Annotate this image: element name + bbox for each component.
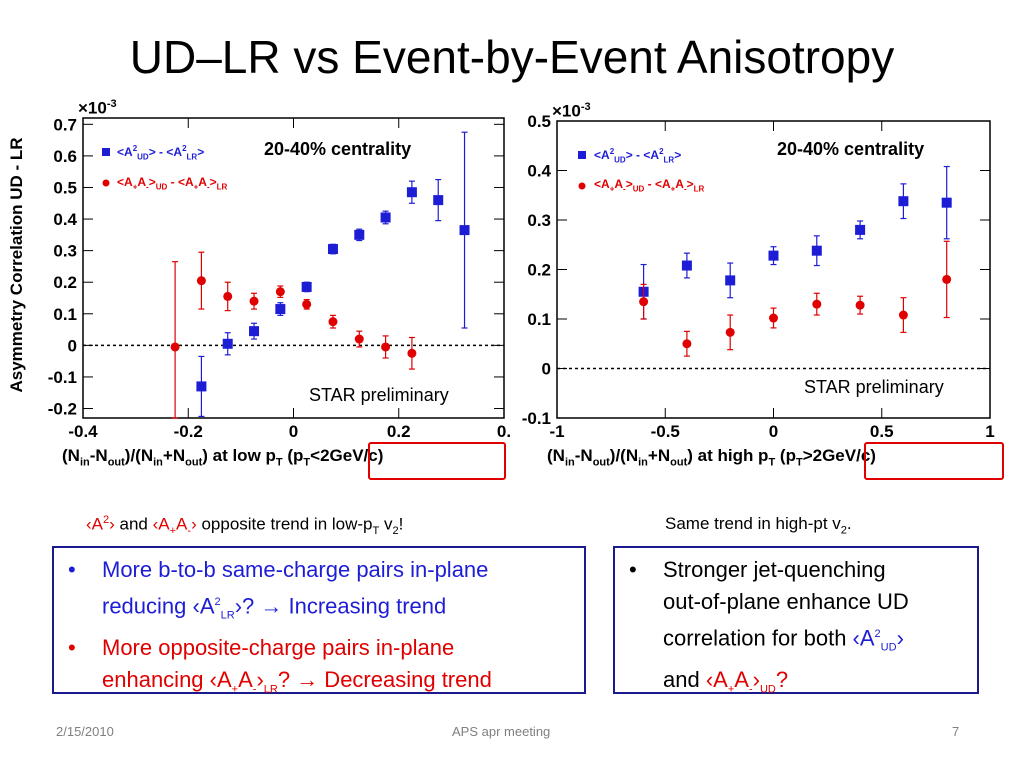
data-point-square xyxy=(941,197,952,208)
data-point-circle xyxy=(407,348,417,358)
data-point-square xyxy=(406,187,417,198)
data-point-square xyxy=(222,338,233,349)
note-left: ‹A2› and ‹A+A-› opposite trend in low-pT… xyxy=(86,514,404,538)
data-point-square xyxy=(725,275,736,286)
slide-title: UD–LR vs Event-by-Event Anisotropy xyxy=(129,31,895,83)
legend-red-right: <A+A->UD - <A+A->LR xyxy=(594,177,705,194)
bullet-item-1: • More b-to-b same-charge pairs in-plane… xyxy=(68,557,489,622)
data-point-circle xyxy=(170,342,180,352)
bullet-item-3: • Stronger jet-quenching out-of-plane en… xyxy=(629,557,909,696)
data-point-circle xyxy=(769,313,778,323)
note-right: Same trend in high-pt v2. xyxy=(665,514,852,537)
y-tick-label: -0.1 xyxy=(48,368,77,387)
data-point-circle xyxy=(381,342,391,352)
legend-blue-left: <A2UD> - <A2LR> xyxy=(117,144,205,162)
data-point-square xyxy=(196,381,207,392)
y-tick-label: 0.3 xyxy=(53,242,77,261)
y-tick-label: 0.2 xyxy=(527,261,551,280)
data-point-square xyxy=(768,250,779,261)
x-tick-label: 0 xyxy=(769,422,778,441)
y-axis-label: Asymmetry Correlation UD - LR xyxy=(7,137,26,393)
x-tick-label: 0 xyxy=(289,422,298,441)
y-tick-label: 0.5 xyxy=(527,112,551,131)
y-multiplier-right: ×10-3 xyxy=(552,101,591,121)
data-point-circle xyxy=(328,317,338,327)
data-point-square xyxy=(898,196,909,207)
data-point-square xyxy=(301,281,312,292)
x-caption-right: (Nin-Nout)/(Nin+Nout) at high pT (pT>2Ge… xyxy=(547,446,876,469)
legend-marker-circle xyxy=(578,182,586,190)
x-tick-label: 1 xyxy=(985,422,994,441)
data-point-circle xyxy=(812,299,822,309)
data-point-square xyxy=(681,260,692,271)
y-multiplier-left: ×10-3 xyxy=(78,98,117,118)
data-point-circle xyxy=(196,276,206,286)
legend-marker-circle xyxy=(102,179,110,187)
star-preliminary-right: STAR preliminary xyxy=(804,377,944,397)
data-point-circle xyxy=(223,291,233,301)
y-tick-label: 0.1 xyxy=(53,305,77,324)
data-point-circle xyxy=(898,310,908,320)
legend-marker-square xyxy=(578,151,586,159)
high-pt-highlight-box xyxy=(864,442,1004,480)
centrality-label-right: 20-40% centrality xyxy=(777,139,925,159)
data-point-circle xyxy=(302,299,312,309)
legend-red-left: <A+A->UD - <A+A->LR xyxy=(117,175,228,192)
x-tick-label: -0.2 xyxy=(174,422,203,441)
y-tick-label: 0.2 xyxy=(53,273,77,292)
x-tick-label: -0.4 xyxy=(68,422,98,441)
star-preliminary-left: STAR preliminary xyxy=(309,385,449,405)
data-point-circle xyxy=(942,274,952,284)
data-point-circle xyxy=(682,339,692,349)
y-tick-label: 0.6 xyxy=(53,147,77,166)
explanation-box-left: • More b-to-b same-charge pairs in-plane… xyxy=(52,546,586,695)
data-point-circle xyxy=(725,327,735,337)
y-tick-label: 0.7 xyxy=(53,115,77,134)
legend-marker-square xyxy=(102,148,110,156)
y-tick-label: 0.1 xyxy=(527,310,551,329)
footer-page-number: 7 xyxy=(952,724,960,739)
data-point-square xyxy=(433,195,444,206)
y-tick-label: -0.2 xyxy=(48,400,77,419)
x-tick-label: 0.5 xyxy=(870,422,894,441)
footer-center: APS apr meeting xyxy=(452,724,551,739)
y-tick-label: 0 xyxy=(542,360,551,379)
y-tick-label: 0.4 xyxy=(527,162,551,181)
data-point-circle xyxy=(855,300,865,310)
x-tick-label: 0.2 xyxy=(387,422,411,441)
explanation-box-right: • Stronger jet-quenching out-of-plane en… xyxy=(613,546,979,695)
chart-left: -0.2-0.100.10.20.30.40.50.60.7-0.4 -0.2 0 0… xyxy=(48,112,995,441)
data-point-square xyxy=(275,304,286,315)
data-point-square xyxy=(811,245,822,256)
data-point-square xyxy=(327,244,338,255)
x-tick-label: -1 xyxy=(549,422,564,441)
data-point-square xyxy=(249,326,260,337)
plot-frame xyxy=(82,117,505,419)
x-tick-label: -0.5 xyxy=(651,422,680,441)
y-tick-label: -0.1 xyxy=(522,409,551,428)
bullet-item-2: • More opposite-charge pairs in-plane en… xyxy=(68,634,492,696)
data-point-square xyxy=(380,212,391,223)
y-tick-label: 0.5 xyxy=(53,178,77,197)
low-pt-highlight-box xyxy=(368,442,506,480)
centrality-label-left: 20-40% centrality xyxy=(264,139,412,159)
x-caption-left: (Nin-Nout)/(Nin+Nout) at low pT (pT<2GeV… xyxy=(62,446,384,469)
data-point-square xyxy=(459,225,470,236)
x-tick-label: 0. xyxy=(497,422,511,441)
data-point-circle xyxy=(354,334,364,344)
data-point-circle xyxy=(639,297,649,307)
legend-blue-right: <A2UD> - <A2LR> xyxy=(594,147,682,165)
y-tick-label: 0.3 xyxy=(527,211,551,230)
data-point-circle xyxy=(249,296,259,306)
y-tick-label: 0 xyxy=(68,336,77,355)
plot-frame xyxy=(556,120,991,419)
data-point-circle xyxy=(275,287,285,297)
data-point-square xyxy=(855,224,866,235)
footer-date: 2/15/2010 xyxy=(56,724,114,739)
y-tick-label: 0.4 xyxy=(53,210,77,229)
data-point-square xyxy=(354,229,365,240)
